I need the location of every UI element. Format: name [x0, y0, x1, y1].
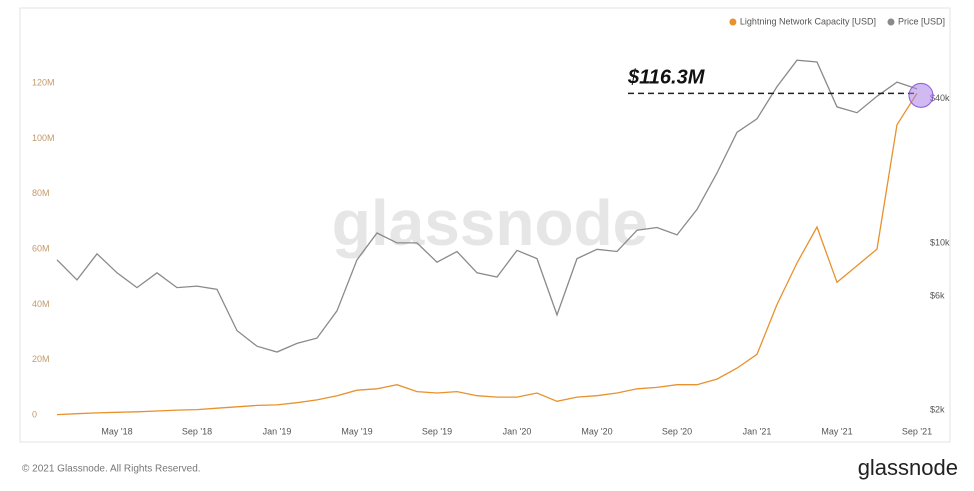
x-tick-label: May '21 — [821, 426, 852, 436]
y-tick-label: 100M — [32, 133, 55, 143]
x-tick-label: Jan '21 — [743, 426, 772, 436]
x-tick-label: Sep '21 — [902, 426, 932, 436]
x-tick-label: Sep '19 — [422, 426, 452, 436]
y-tick-label: 120M — [32, 78, 55, 88]
y2-tick-label: $40k — [930, 93, 950, 103]
x-tick-label: Sep '20 — [662, 426, 692, 436]
logo: glassnode — [858, 455, 958, 480]
x-tick-label: May '19 — [341, 426, 372, 436]
watermark: glassnode — [332, 187, 649, 259]
y-tick-label: 20M — [32, 354, 50, 364]
annotation: $116.3M — [627, 66, 706, 88]
legend-label: Lightning Network Capacity [USD] — [740, 16, 876, 26]
y-tick-label: 40M — [32, 299, 50, 309]
legend-label: Price [USD] — [898, 16, 945, 26]
chart-frame — [19, 7, 951, 443]
y-tick-label: 0 — [32, 409, 37, 419]
y2-tick-label: $2k — [930, 404, 945, 414]
y-tick-label: 80M — [32, 188, 50, 198]
series-line — [56, 59, 918, 353]
y-tick-label: 60M — [32, 244, 50, 254]
x-tick-label: Sep '18 — [182, 426, 212, 436]
y2-tick-label: $10k — [930, 237, 950, 247]
highlight — [908, 82, 934, 108]
series-line — [56, 93, 918, 416]
x-tick-label: May '18 — [101, 426, 132, 436]
x-tick-label: May '20 — [581, 426, 612, 436]
x-tick-label: Jan '20 — [503, 426, 532, 436]
y2-tick-label: $6k — [930, 290, 945, 300]
legend-marker — [887, 18, 895, 26]
x-tick-label: Jan '19 — [263, 426, 292, 436]
legend-marker — [729, 18, 737, 26]
footer: © 2021 Glassnode. All Rights Reserved. — [22, 464, 201, 475]
